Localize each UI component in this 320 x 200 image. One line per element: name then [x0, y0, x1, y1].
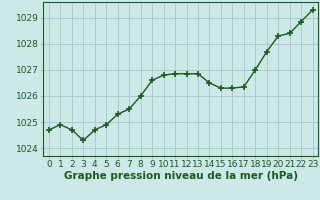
X-axis label: Graphe pression niveau de la mer (hPa): Graphe pression niveau de la mer (hPa)	[64, 171, 298, 181]
